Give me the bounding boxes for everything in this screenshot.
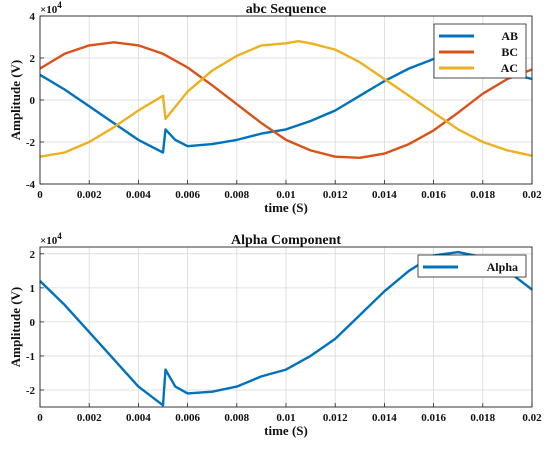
x-tick-label: 0.008 (224, 412, 249, 424)
series-line-bc (39, 41, 533, 159)
x-tick-label: 0.018 (470, 189, 495, 201)
y-tick-label: 1 (30, 283, 36, 295)
x-ticks: 0 0.002 0.004 0.006 0.008 0.01 0.012 0.014 0.016… (37, 403, 542, 424)
y-axis-label: Amplitude (V) (8, 287, 23, 368)
x-tick-label: 0 (37, 189, 43, 201)
legend-label-alpha: Alpha (487, 260, 518, 274)
x-tick-label: 0.004 (126, 412, 151, 424)
x-tick-label: 0.004 (126, 189, 151, 201)
y-tick-label: 2 (30, 249, 36, 261)
x-tick-label: 0.014 (372, 412, 397, 424)
x-tick-label: 0.02 (522, 412, 542, 424)
y-tick-label: 0 (30, 95, 36, 107)
alpha-component-panel: 0 0.002 0.004 0.006 0.008 0.01 0.012 0.014 0.016… (8, 231, 542, 438)
y-tick-label: 0 (30, 317, 36, 329)
y-tick-label: -1 (26, 351, 35, 363)
x-tick-label: 0.012 (323, 189, 348, 201)
y-ticks: -4 -2 0 2 4 (26, 11, 44, 191)
abc-sequence-panel: 0 0.002 0.004 0.006 0.008 0.01 0.012 0.014 0.016… (8, 0, 542, 215)
y-tick-label: 4 (30, 11, 36, 23)
y-tick-label: -2 (26, 137, 36, 149)
y-ticks: -2 -1 0 1 2 (26, 249, 44, 397)
x-tick-label: 0.006 (175, 189, 200, 201)
x-tick-label: 0.002 (77, 189, 102, 201)
x-axis-label: time (S) (264, 423, 308, 438)
y-tick-label: -4 (26, 179, 36, 191)
series-line-ac (39, 40, 533, 158)
x-tick-label: 0.02 (522, 189, 542, 201)
legend-label-bc: BC (501, 45, 518, 59)
x-tick-label: 0.01 (276, 189, 295, 201)
legend: AB BC AC (433, 23, 527, 79)
legend-label-ac: AC (501, 61, 518, 75)
x-tick-label: 0.008 (224, 189, 249, 201)
y-exponent: ×104 (40, 0, 62, 16)
x-tick-label: 0.01 (276, 412, 295, 424)
x-axis-label: time (S) (264, 200, 308, 215)
x-tick-label: 0.016 (421, 189, 446, 201)
chart-title: Alpha Component (231, 233, 341, 248)
x-tick-label: 0.018 (470, 412, 495, 424)
y-tick-label: 2 (30, 53, 36, 65)
x-tick-label: 0.012 (323, 412, 348, 424)
x-tick-label: 0.002 (77, 412, 102, 424)
y-axis-label: Amplitude (V) (8, 60, 23, 141)
y-exponent: ×104 (40, 231, 62, 247)
x-tick-label: 0 (37, 412, 43, 424)
chart-title: abc Sequence (246, 2, 327, 17)
legend-box (417, 254, 527, 278)
x-tick-label: 0.014 (372, 189, 397, 201)
x-tick-label: 0.016 (421, 412, 446, 424)
y-tick-label: -2 (26, 385, 36, 397)
x-tick-label: 0.006 (175, 412, 200, 424)
legend-label-ab: AB (501, 29, 518, 43)
series-line-alpha (39, 250, 533, 407)
legend: Alpha (417, 254, 527, 278)
series-layer (39, 250, 533, 407)
x-ticks: 0 0.002 0.004 0.006 0.008 0.01 0.012 0.014 0.016… (37, 180, 542, 201)
